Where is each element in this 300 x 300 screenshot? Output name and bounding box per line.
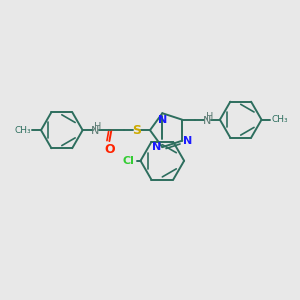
- Text: CH₃: CH₃: [14, 126, 31, 135]
- Text: H: H: [206, 112, 214, 122]
- Text: CH₃: CH₃: [272, 115, 288, 124]
- Text: N: N: [152, 142, 161, 152]
- Text: S: S: [133, 124, 142, 137]
- Text: Cl: Cl: [123, 156, 135, 166]
- Text: N: N: [203, 116, 211, 126]
- Text: O: O: [104, 143, 115, 156]
- Text: N: N: [91, 126, 100, 136]
- Text: N: N: [158, 115, 167, 125]
- Text: H: H: [94, 122, 101, 132]
- Text: N: N: [183, 136, 193, 146]
